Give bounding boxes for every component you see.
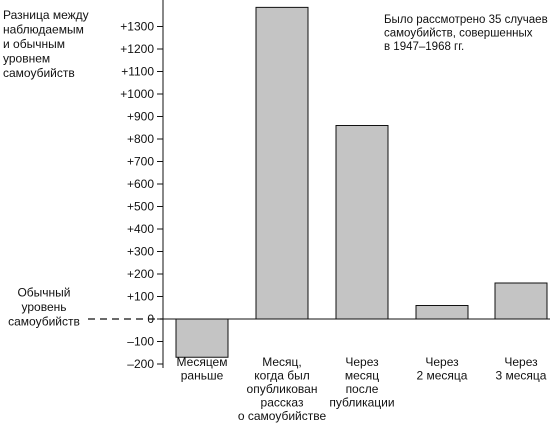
bar — [255, 6, 309, 320]
category-label: о самоубийстве — [238, 409, 327, 423]
y-tick-label: +200 — [127, 267, 154, 281]
y-axis-title: наблюдаемым — [3, 23, 84, 37]
category-label: публикации — [329, 396, 394, 410]
annotation-text: самоубийств, совершенных — [384, 28, 533, 40]
y-tick-label: +1100 — [121, 65, 154, 79]
category-label: месяц — [345, 369, 379, 383]
y-tick-label: +800 — [127, 132, 154, 146]
baseline-label: Обычный — [17, 286, 70, 300]
category-label: рассказ — [261, 396, 304, 410]
y-tick-label: +1200 — [120, 42, 154, 56]
category-label: Через — [425, 355, 459, 369]
category-label: Месяц, — [262, 355, 302, 369]
y-tick-label: +600 — [127, 177, 154, 191]
y-tick-label: +400 — [127, 222, 154, 236]
y-tick-label: +900 — [127, 110, 154, 124]
y-axis-title: уровнем — [3, 52, 50, 66]
y-tick-label: +700 — [127, 155, 154, 169]
bar — [175, 318, 229, 358]
y-tick-label: +100 — [127, 290, 154, 304]
bar — [335, 125, 389, 320]
y-axis-title: Разница между — [3, 8, 89, 22]
category-label: 3 месяца — [496, 369, 547, 383]
y-tick-label: –200 — [127, 357, 154, 371]
y-tick-label: –100 — [127, 335, 154, 349]
y-axis-title: самоубийств — [3, 66, 75, 80]
y-tick-label: +300 — [127, 245, 154, 259]
y-tick-label: +500 — [127, 200, 154, 214]
category-label: когда был — [254, 369, 309, 383]
y-tick-label: +1300 — [120, 20, 154, 34]
category-label: после — [346, 382, 379, 396]
category-label: Месяцем — [177, 355, 228, 369]
category-label: Через — [504, 355, 538, 369]
annotation-text: в 1947–1968 гг. — [384, 41, 464, 53]
category-label: опубликован — [247, 382, 318, 396]
baseline-label: уровень — [21, 300, 66, 314]
annotation-text: Было рассмотрено 35 случаев — [384, 14, 548, 26]
bar — [415, 305, 469, 320]
category-label: 2 месяца — [417, 369, 468, 383]
bar — [494, 282, 548, 320]
y-axis-title: и обычным — [3, 37, 65, 51]
category-label: Через — [345, 355, 379, 369]
category-label: раньше — [181, 369, 224, 383]
baseline-label: самоубийств — [8, 315, 80, 329]
y-tick-label: +1000 — [120, 87, 154, 101]
